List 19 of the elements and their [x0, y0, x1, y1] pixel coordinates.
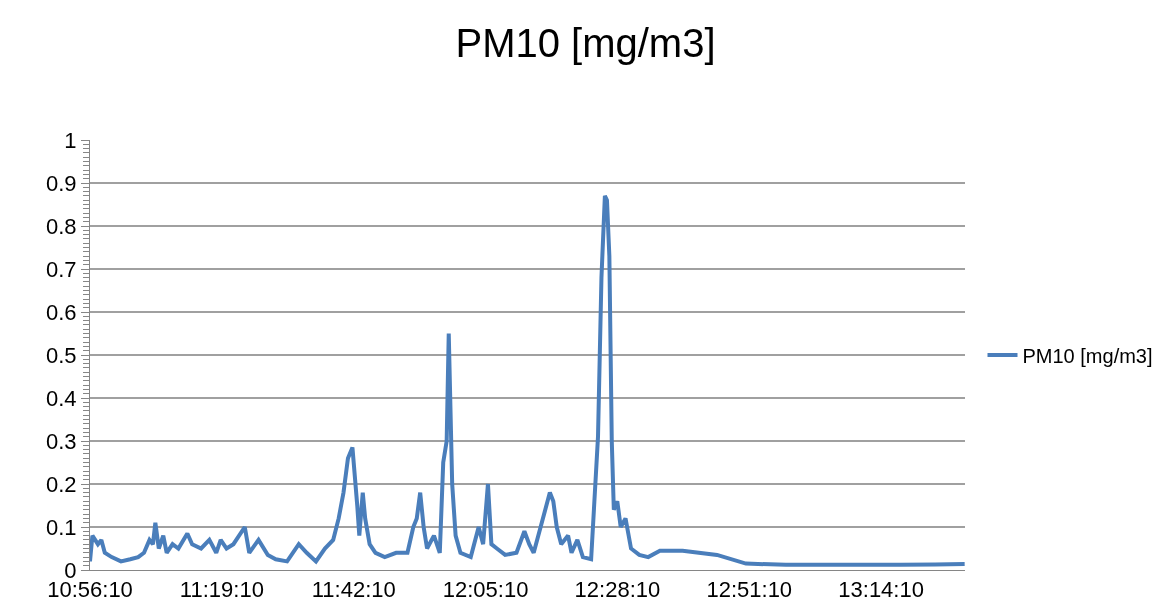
y-tick-label: 0.9 — [46, 170, 77, 196]
y-tick-label: 0.2 — [46, 471, 77, 497]
y-tick-label: 1 — [64, 127, 77, 153]
y-tick-label: 0.5 — [46, 342, 77, 368]
y-tick-label: 0.3 — [46, 428, 77, 454]
y-tick-label: 0.4 — [46, 385, 77, 411]
y-tick-label: 0.1 — [46, 514, 77, 540]
x-tick-label: 12:28:10 — [574, 577, 661, 603]
chart-title: PM10 [mg/m3] — [455, 21, 716, 66]
legend-label: PM10 [mg/m3] — [1022, 344, 1153, 367]
y-tick-label: 0.6 — [46, 299, 77, 325]
x-tick-label: 11:19:10 — [179, 577, 264, 603]
x-tick-label: 11:42:10 — [311, 577, 396, 603]
x-tick-label: 12:05:10 — [442, 577, 529, 603]
y-tick-label: 0.7 — [46, 256, 77, 282]
line-series — [90, 193, 965, 567]
x-tick-label: 12:51:10 — [706, 577, 793, 603]
y-tick-label: 0.8 — [46, 213, 77, 239]
x-tick-label: 13:14:10 — [838, 577, 924, 603]
